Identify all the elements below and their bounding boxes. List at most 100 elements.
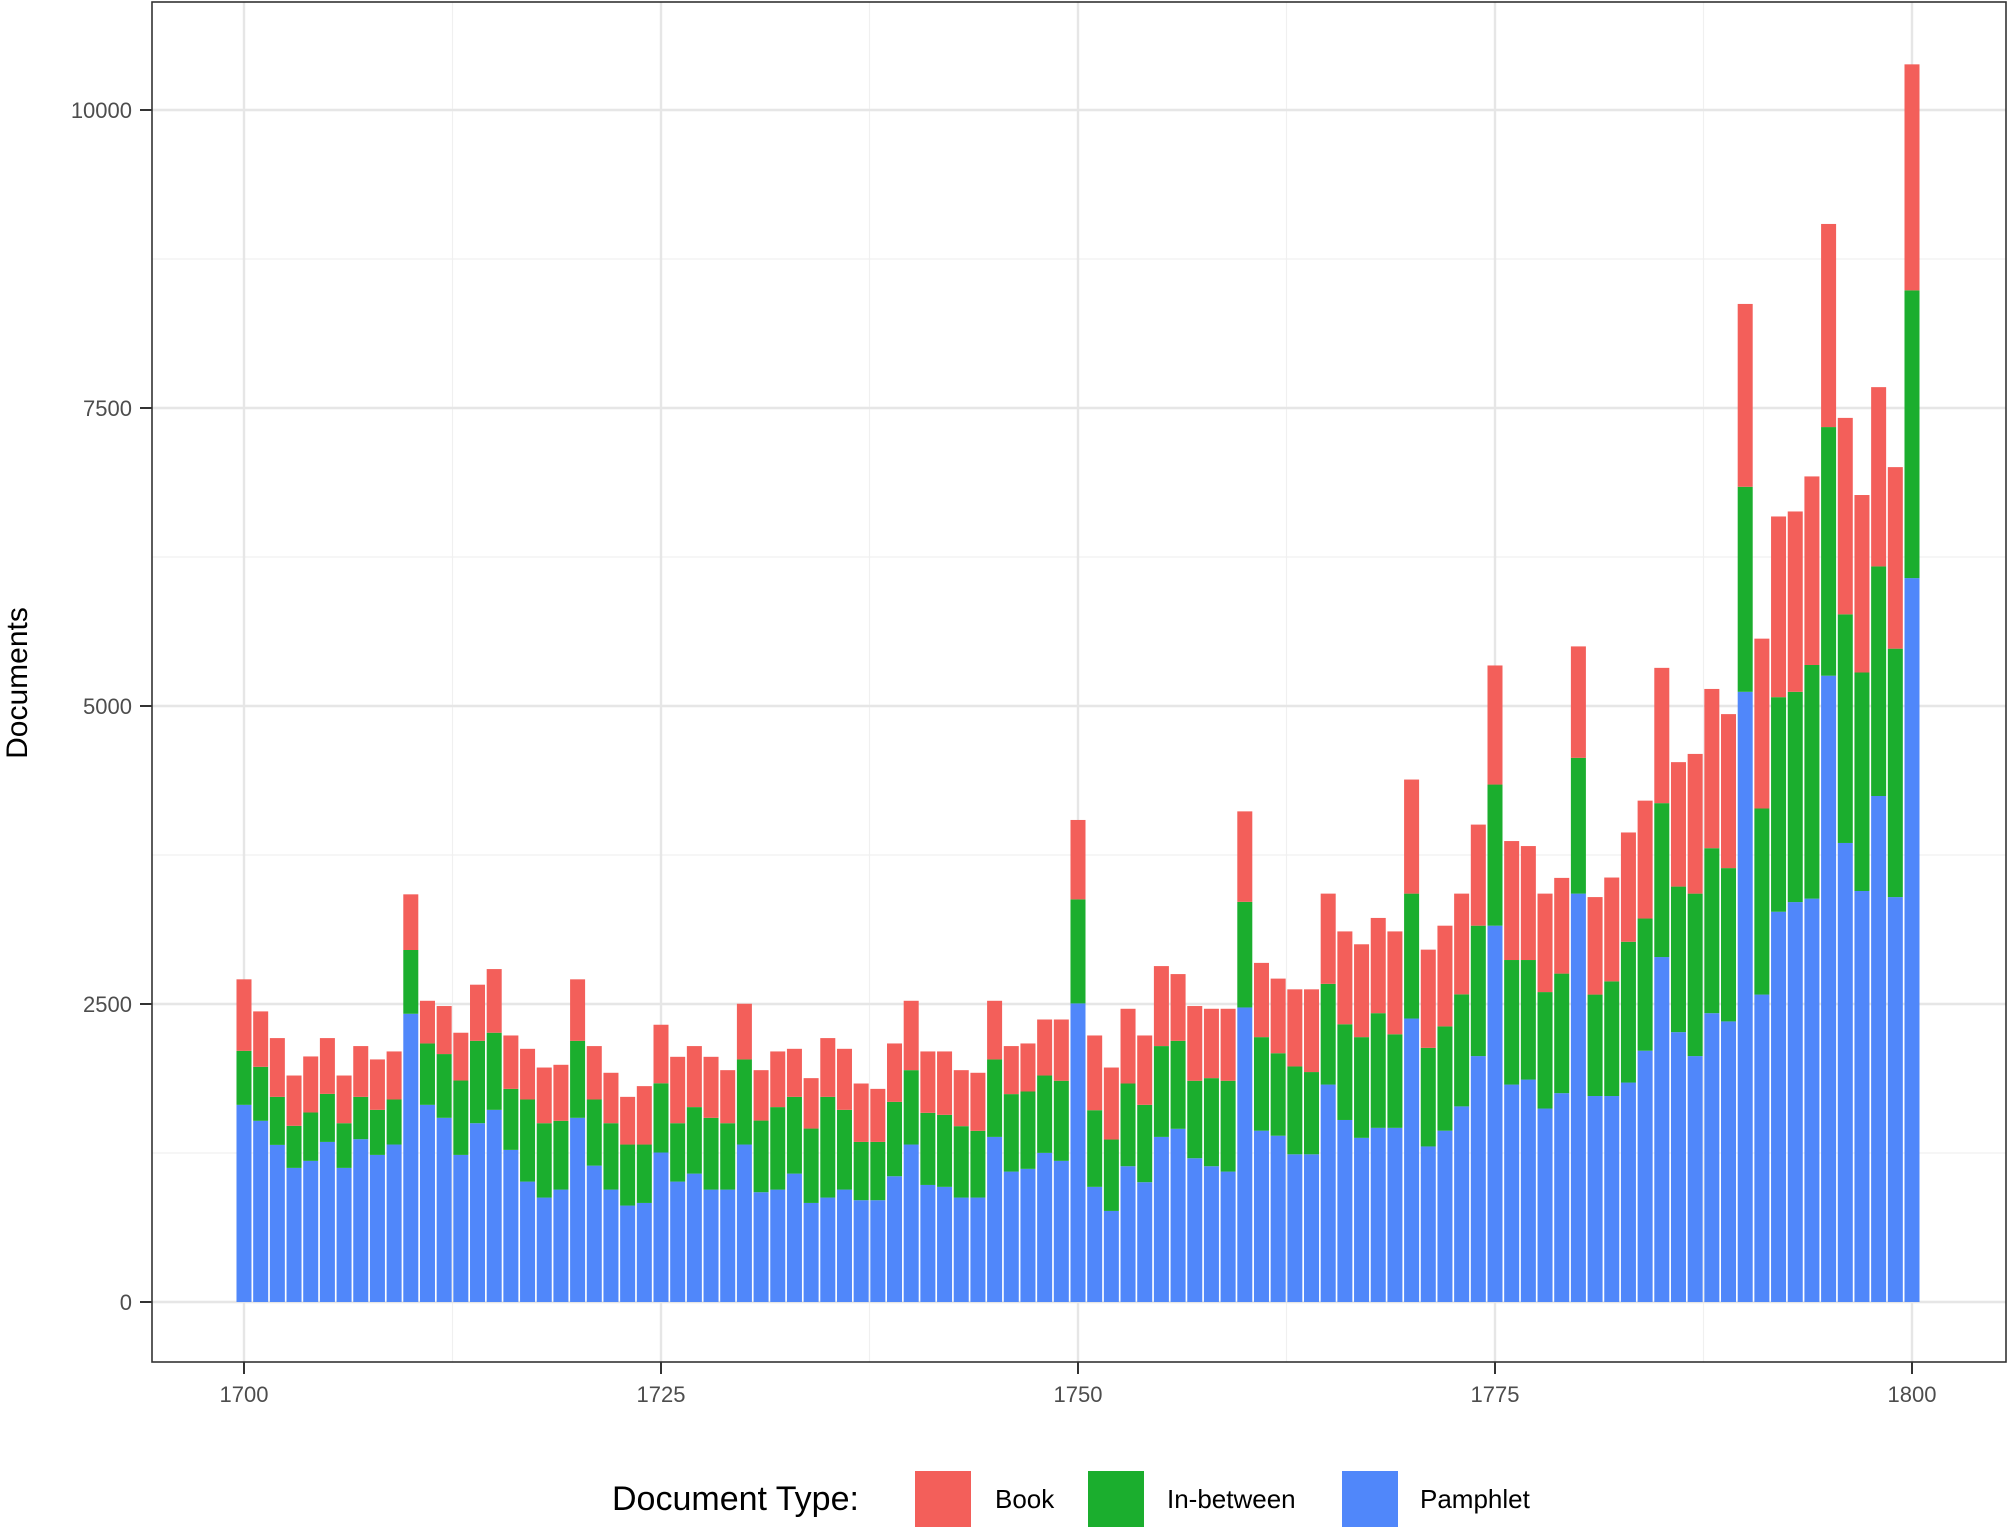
bar-segment-book — [1370, 917, 1386, 1014]
bar-segment-pamphlet — [1737, 691, 1753, 1302]
bar-segment-in-between — [720, 1123, 736, 1190]
bar-stack-1781 — [1587, 897, 1603, 1302]
bar-segment-in-between — [987, 1059, 1003, 1137]
bar-segment-pamphlet — [620, 1205, 636, 1302]
bar-segment-book — [636, 1086, 652, 1145]
bar-segment-in-between — [903, 1070, 919, 1145]
bar-segment-book — [236, 979, 252, 1051]
bar-segment-pamphlet — [470, 1123, 486, 1302]
bar-segment-in-between — [620, 1144, 636, 1206]
bar-stack-1724 — [636, 1086, 652, 1302]
bar-stack-1753 — [1120, 1008, 1136, 1302]
bar-segment-in-between — [1537, 992, 1553, 1109]
bar-segment-book — [470, 984, 486, 1041]
bar-segment-book — [920, 1051, 936, 1113]
bar-segment-in-between — [1721, 868, 1737, 1022]
bar-segment-book — [1387, 931, 1403, 1035]
bar-segment-pamphlet — [419, 1104, 435, 1302]
bar-segment-book — [1120, 1008, 1136, 1084]
bar-stack-1720 — [570, 979, 586, 1302]
bar-segment-in-between — [520, 1099, 536, 1182]
bar-segment-book — [887, 1043, 903, 1102]
bar-segment-pamphlet — [753, 1192, 769, 1302]
bar-segment-pamphlet — [1704, 1013, 1720, 1302]
bar-segment-book — [1904, 64, 1920, 291]
bar-segment-book — [403, 894, 419, 951]
bar-segment-book — [1037, 1019, 1053, 1076]
y-axis-title: Documents — [1, 607, 34, 759]
bar-segment-in-between — [1237, 901, 1253, 1008]
bar-segment-in-between — [1070, 899, 1086, 1004]
bar-segment-book — [1103, 1067, 1119, 1140]
bar-segment-book — [670, 1056, 686, 1124]
bar-segment-pamphlet — [1637, 1050, 1653, 1302]
bar-segment-in-between — [870, 1141, 886, 1201]
bar-segment-book — [1504, 841, 1520, 961]
bar-segment-book — [436, 1006, 452, 1055]
bar-segment-pamphlet — [1887, 897, 1903, 1302]
bar-segment-book — [520, 1048, 536, 1100]
bar-stack-1702 — [269, 1038, 285, 1302]
bar-segment-book — [486, 969, 502, 1033]
bar-segment-book — [1253, 962, 1269, 1038]
bar-segment-book — [786, 1048, 802, 1097]
bar-stack-1766 — [1337, 931, 1353, 1302]
bar-segment-in-between — [636, 1144, 652, 1203]
bar-segment-in-between — [1704, 848, 1720, 1014]
bar-segment-book — [1787, 511, 1803, 692]
x-tick-label: 1750 — [1054, 1382, 1103, 1407]
bar-stack-1774 — [1470, 824, 1486, 1302]
bar-stack-1707 — [353, 1046, 369, 1302]
bar-stack-1767 — [1354, 944, 1370, 1302]
bar-segment-in-between — [1504, 960, 1520, 1085]
bar-segment-book — [1854, 495, 1870, 673]
bar-segment-pamphlet — [1020, 1168, 1036, 1302]
bar-segment-in-between — [1220, 1080, 1236, 1172]
bar-stack-1715 — [486, 969, 502, 1302]
x-axis-ticks: 1700 1725 1750 1775 1800 — [220, 1362, 1936, 1407]
bar-segment-in-between — [820, 1096, 836, 1198]
bar-segment-book — [1554, 877, 1570, 974]
bar-segment-in-between — [253, 1066, 269, 1121]
bar-segment-in-between — [1304, 1072, 1320, 1155]
bar-segment-pamphlet — [953, 1197, 969, 1302]
bar-stack-1764 — [1304, 989, 1320, 1302]
bar-segment-in-between — [269, 1096, 285, 1145]
bar-stack-1800 — [1904, 64, 1920, 1302]
bar-stack-1762 — [1270, 978, 1286, 1302]
bar-segment-in-between — [1554, 973, 1570, 1094]
bar-segment-book — [937, 1051, 953, 1115]
bar-segment-in-between — [686, 1107, 702, 1174]
bar-segment-in-between — [1470, 925, 1486, 1057]
bar-segment-book — [987, 1000, 1003, 1060]
bar-segment-pamphlet — [1771, 911, 1787, 1302]
bar-segment-pamphlet — [1520, 1079, 1536, 1302]
bar-segment-in-between — [286, 1125, 302, 1168]
bar-segment-in-between — [436, 1054, 452, 1118]
bar-stack-1795 — [1821, 223, 1837, 1302]
bar-segment-pamphlet — [1370, 1127, 1386, 1302]
bar-stack-1788 — [1704, 688, 1720, 1302]
bar-segment-book — [453, 1032, 469, 1081]
bar-stack-1769 — [1387, 931, 1403, 1302]
bar-segment-pamphlet — [1554, 1093, 1570, 1302]
bar-segment-pamphlet — [553, 1189, 569, 1302]
bar-segment-book — [770, 1051, 786, 1108]
bar-segment-book — [1587, 897, 1603, 995]
bar-segment-in-between — [653, 1083, 669, 1153]
bar-segment-book — [1087, 1035, 1103, 1111]
bar-stack-1722 — [603, 1072, 619, 1302]
bar-segment-in-between — [1620, 941, 1636, 1083]
bar-segment-in-between — [336, 1123, 352, 1168]
bar-segment-book — [1237, 811, 1253, 902]
bar-segment-in-between — [1904, 290, 1920, 579]
bar-segment-book — [253, 1011, 269, 1067]
legend-key-pamphlet — [1342, 1471, 1398, 1527]
bar-stack-1761 — [1253, 962, 1269, 1302]
bar-segment-in-between — [786, 1096, 802, 1174]
bar-segment-book — [720, 1070, 736, 1124]
bar-segment-book — [1137, 1035, 1153, 1105]
bar-segment-pamphlet — [1170, 1128, 1186, 1302]
bar-segment-pamphlet — [1854, 891, 1870, 1302]
bar-segment-in-between — [1787, 691, 1803, 903]
